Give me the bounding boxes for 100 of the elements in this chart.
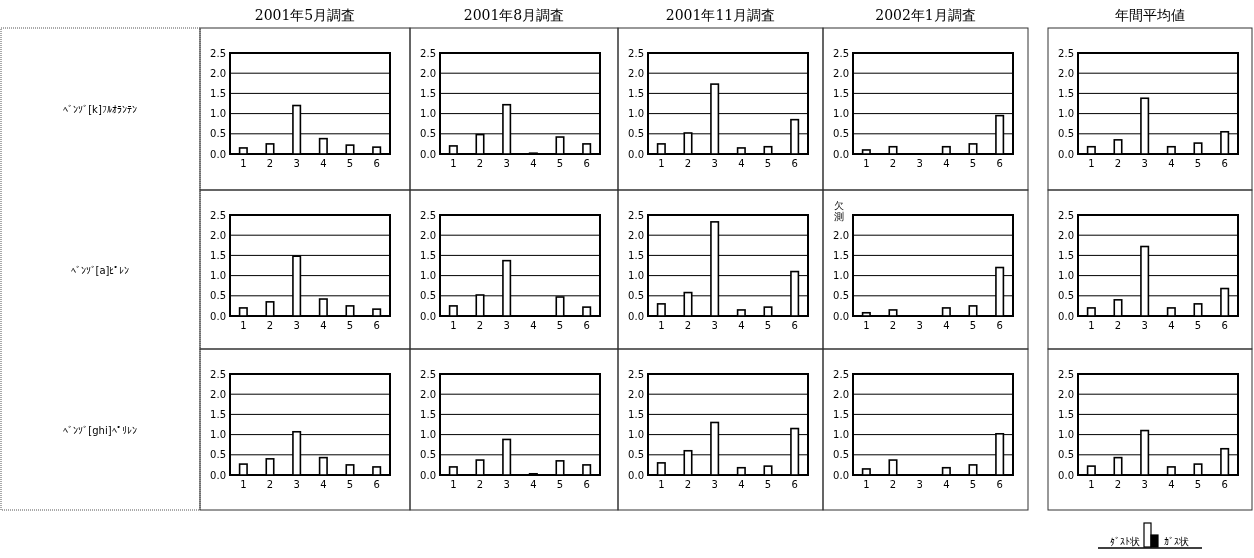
- y-tick-label: 2.0: [833, 229, 849, 241]
- y-tick-label: 1.0: [628, 429, 644, 441]
- x-tick-label: 2: [266, 479, 274, 490]
- x-tick-label: 3: [503, 320, 510, 331]
- x-tick-label: 6: [373, 479, 380, 490]
- x-tick-label: 2: [476, 320, 484, 331]
- x-tick-label: 4: [738, 320, 745, 331]
- x-tick-label: 1: [863, 320, 870, 331]
- y-tick-label: 1.0: [833, 108, 849, 120]
- y-tick-label: 1.0: [628, 108, 644, 120]
- x-tick-label: 2: [889, 479, 897, 490]
- x-tick-label: 6: [1221, 320, 1228, 331]
- y-axis-title: ﾍﾞﾝｿﾞ[ghi]ﾍﾟﾘﾚﾝ: [63, 424, 137, 436]
- y-tick-label: 1.5: [833, 87, 849, 99]
- x-tick-label: 6: [791, 479, 798, 490]
- x-tick-label: 5: [1194, 479, 1202, 490]
- y-tick-label: 0.0: [210, 310, 226, 322]
- y-tick-label: 2.5: [833, 368, 849, 380]
- x-tick-label: 3: [293, 479, 300, 490]
- x-tick-label: 3: [503, 479, 510, 490]
- y-tick-label: 0.0: [628, 310, 644, 322]
- y-tick-label: 2.5: [420, 209, 436, 221]
- y-tick-label: 1.0: [210, 270, 226, 282]
- y-tick-label: 0.0: [420, 469, 436, 481]
- y-tick-label: 0.5: [1058, 128, 1074, 140]
- y-tick-label: 1.0: [1058, 429, 1074, 441]
- x-tick-label: 2: [684, 479, 692, 490]
- y-tick-label: 0.0: [628, 148, 644, 160]
- y-tick-label: 2.0: [628, 229, 644, 241]
- x-tick-label: 1: [863, 158, 870, 169]
- chart-title: 2001年8月調査: [463, 7, 565, 23]
- x-tick-label: 2: [476, 479, 484, 490]
- y-tick-label: 1.5: [210, 87, 226, 99]
- x-tick-label: 5: [1194, 320, 1202, 331]
- y-tick-label: 0.0: [833, 469, 849, 481]
- x-tick-label: 2: [476, 158, 484, 169]
- y-tick-label: 0.0: [210, 469, 226, 481]
- y-tick-label: 1.5: [833, 408, 849, 420]
- y-tick-label: 2.0: [210, 67, 226, 79]
- x-tick-label: 3: [711, 158, 718, 169]
- x-tick-label: 1: [450, 320, 457, 331]
- y-tick-label: 0.0: [1058, 148, 1074, 160]
- x-tick-label: 5: [764, 479, 772, 490]
- y-tick-label: 0.5: [420, 449, 436, 461]
- x-tick-label: 3: [916, 320, 923, 331]
- y-tick-label: 0.5: [1058, 449, 1074, 461]
- y-tick-label: 1.0: [210, 429, 226, 441]
- y-tick-label: 0.0: [420, 148, 436, 160]
- x-tick-label: 5: [556, 158, 564, 169]
- x-tick-label: 6: [1221, 479, 1228, 490]
- x-tick-label: 6: [583, 158, 590, 169]
- y-tick-label: 1.5: [628, 87, 644, 99]
- x-tick-label: 4: [320, 320, 327, 331]
- y-tick-label: 0.5: [628, 449, 644, 461]
- y-tick-label: 2.5: [833, 47, 849, 59]
- y-tick-label: 2.0: [628, 388, 644, 400]
- y-tick-label: 0.0: [420, 310, 436, 322]
- x-tick-label: 1: [450, 158, 457, 169]
- x-tick-label: 6: [1221, 158, 1228, 169]
- y-tick-label: 1.5: [833, 249, 849, 261]
- x-tick-label: 1: [863, 479, 870, 490]
- x-tick-label: 3: [711, 320, 718, 331]
- x-tick-label: 2: [1114, 479, 1122, 490]
- y-tick-label: 1.5: [628, 249, 644, 261]
- y-tick-label: 0.0: [628, 469, 644, 481]
- y-tick-label: 1.5: [420, 408, 436, 420]
- x-tick-label: 1: [240, 320, 247, 331]
- x-tick-label: 2: [889, 320, 897, 331]
- x-tick-label: 6: [996, 320, 1003, 331]
- y-tick-label: 2.5: [1058, 209, 1074, 221]
- y-tick-label: 0.0: [833, 310, 849, 322]
- y-tick-label: 2.0: [420, 67, 436, 79]
- y-tick-label: 1.0: [420, 108, 436, 120]
- x-tick-label: 6: [373, 320, 380, 331]
- y-tick-label: 1.0: [210, 108, 226, 120]
- y-tick-label: 2.5: [210, 368, 226, 380]
- x-tick-label: 6: [791, 320, 798, 331]
- x-tick-label: 4: [943, 479, 950, 490]
- x-tick-label: 1: [450, 479, 457, 490]
- y-tick-label: 1.0: [1058, 108, 1074, 120]
- x-tick-label: 2: [266, 158, 274, 169]
- x-tick-label: 3: [293, 158, 300, 169]
- x-tick-label: 3: [916, 158, 923, 169]
- y-tick-label: 1.0: [1058, 270, 1074, 282]
- y-tick-label: 2.0: [833, 67, 849, 79]
- y-tick-label: 2.5: [628, 368, 644, 380]
- chart-title: 2001年11月調査: [665, 7, 776, 23]
- x-tick-label: 3: [293, 320, 300, 331]
- y-tick-label: 0.5: [833, 449, 849, 461]
- x-tick-label: 5: [1194, 158, 1202, 169]
- x-tick-label: 4: [530, 158, 537, 169]
- x-tick-label: 1: [658, 320, 665, 331]
- y-tick-label: 0.0: [1058, 469, 1074, 481]
- x-tick-label: 4: [943, 320, 950, 331]
- y-tick-label: 0.5: [833, 290, 849, 302]
- x-tick-label: 4: [320, 479, 327, 490]
- x-tick-label: 4: [738, 479, 745, 490]
- y-tick-label: 1.5: [210, 249, 226, 261]
- y-tick-label: 0.5: [628, 128, 644, 140]
- chart-title: 年間平均値: [1115, 7, 1185, 23]
